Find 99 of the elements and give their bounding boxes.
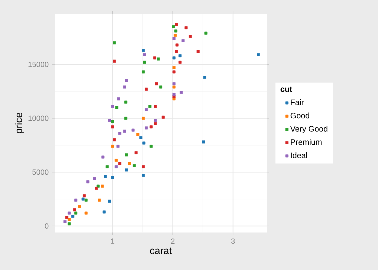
point [142,174,146,178]
point [172,66,176,70]
point [72,215,75,218]
point [203,76,206,80]
point [123,86,126,89]
point [143,53,146,56]
point [124,117,128,120]
point [140,136,143,140]
point [178,60,182,64]
point [145,126,148,130]
point [160,86,162,89]
point [172,70,176,74]
x-axis-title: carat [150,248,172,254]
point [111,120,114,124]
point [113,60,116,63]
y-axis-title: price [15,113,24,134]
point [172,86,176,89]
point [68,222,71,226]
point [142,142,146,145]
point [98,198,102,202]
point [196,50,200,54]
point [172,82,176,86]
point [172,56,176,60]
point [182,39,185,42]
point [104,175,108,178]
point [82,198,85,201]
point [172,25,176,28]
point [125,154,128,157]
point [145,88,148,91]
point [142,49,146,52]
point [111,145,114,148]
point [157,58,160,61]
point [86,180,90,184]
point [125,79,128,82]
point [108,119,112,122]
point [116,106,119,110]
point [133,164,136,168]
point [150,145,153,148]
point [153,56,156,60]
point [114,165,118,168]
point [113,138,116,142]
point [113,42,116,45]
point [96,184,100,188]
point [118,162,122,166]
point [74,212,78,215]
point [64,220,67,224]
point [111,105,114,108]
point [114,159,118,162]
point [128,162,132,166]
point [172,37,176,40]
point [74,198,78,202]
point [257,53,260,56]
point [150,126,153,129]
point [202,140,206,144]
point [124,100,128,104]
point [180,91,183,94]
point [178,54,182,58]
point [143,60,146,64]
point [174,34,177,38]
point [95,187,98,190]
point [148,105,152,108]
point [145,108,148,112]
point [116,145,120,148]
point [154,105,158,108]
point [176,44,179,47]
point [154,119,158,122]
point [155,82,158,86]
point [142,70,146,74]
point [101,184,104,188]
point [84,212,88,215]
point [108,200,112,203]
point [102,210,106,214]
point [123,130,126,133]
point [118,132,122,136]
point [68,212,71,215]
point [134,151,138,154]
point [117,98,120,101]
point [93,177,96,180]
point [132,128,135,132]
point [142,165,146,168]
point [111,126,114,129]
point [175,23,178,26]
point [184,26,188,30]
point [175,50,178,54]
point [142,117,146,120]
point [174,30,178,33]
point [83,194,86,198]
point [78,205,82,208]
point [136,133,140,136]
point [102,156,105,159]
point [106,165,109,168]
point [73,208,76,212]
point [204,32,208,35]
point [189,35,192,38]
point [111,176,114,180]
point [162,116,165,119]
point [84,198,88,202]
point [125,168,128,172]
point [154,122,158,126]
